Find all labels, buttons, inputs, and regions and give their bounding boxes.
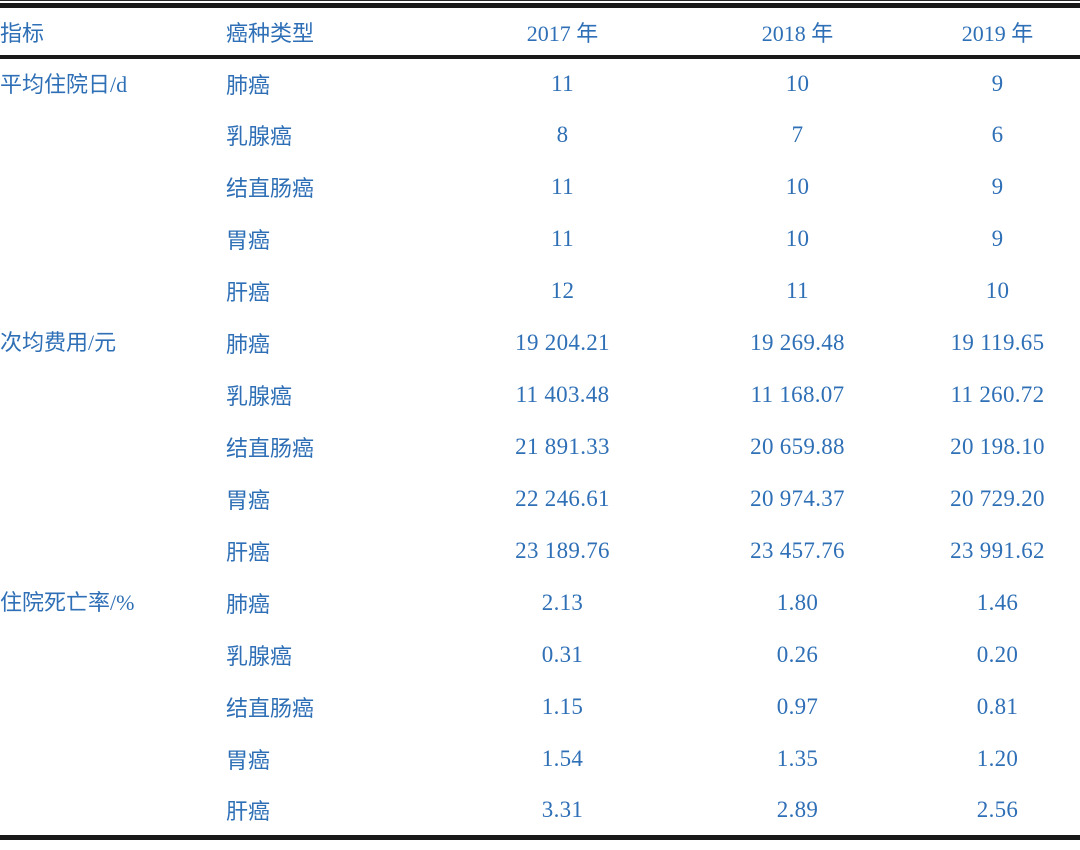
value-2018-cell: 11 168.07 [750,382,845,407]
cancer-type-cell: 肺癌 [226,73,271,98]
cancer-type-cell: 肺癌 [226,592,271,617]
table-row: 结直肠癌 1.15 0.97 0.81 [0,681,1080,733]
value-2017-cell: 8 [556,122,569,147]
value-2018-cell: 20 974.37 [750,486,845,511]
table-row: 胃癌 22 246.61 20 974.37 20 729.20 [0,473,1080,525]
value-2018-cell: 23 457.76 [750,538,845,563]
value-2017-cell: 19 204.21 [515,330,610,355]
value-2019-cell: 6 [991,122,1004,147]
value-2017-cell: 11 [551,71,574,96]
cancer-type-cell: 乳腺癌 [226,384,293,409]
value-2019-cell: 0.81 [976,694,1019,719]
cancer-type-cell: 胃癌 [226,228,271,253]
table-row: 住院死亡率/% 肺癌 2.13 1.80 1.46 [0,577,1080,629]
cancer-type-cell: 肝癌 [226,280,271,305]
indicator-cell: 住院死亡率/% [0,590,135,615]
table-row: 结直肠癌 21 891.33 20 659.88 20 198.10 [0,421,1080,473]
value-2017-cell: 21 891.33 [515,434,610,459]
cancer-type-cell: 肝癌 [226,798,271,824]
value-2018-cell: 1.80 [776,590,819,615]
table-row: 肝癌 3.31 2.89 2.56 [0,785,1080,837]
col-header-2018: 2018 年 [761,20,834,46]
cancer-type-cell: 结直肠癌 [226,436,315,461]
value-2019-cell: 20 198.10 [950,434,1045,459]
table-row: 结直肠癌 11 10 9 [0,161,1080,213]
value-2018-cell: 10 [785,226,810,251]
col-header-indicator: 指标 [0,20,45,46]
value-2019-cell: 2.56 [976,796,1019,822]
value-2017-cell: 2.13 [541,590,584,615]
value-2019-cell: 19 119.65 [950,330,1045,355]
value-2019-cell: 23 991.62 [950,538,1045,563]
table-row: 乳腺癌 11 403.48 11 168.07 11 260.72 [0,369,1080,421]
value-2019-cell: 9 [991,226,1004,251]
col-header-cancer-type: 癌种类型 [226,20,315,46]
value-2019-cell: 11 260.72 [950,382,1045,407]
value-2018-cell: 10 [785,71,810,96]
table-row: 胃癌 11 10 9 [0,213,1080,265]
value-2019-cell: 10 [985,278,1010,303]
value-2018-cell: 20 659.88 [750,434,845,459]
table-row: 平均住院日/d 肺癌 11 10 9 [0,57,1080,109]
value-2019-cell: 1.46 [976,590,1019,615]
col-header-2019: 2019 年 [961,20,1034,46]
indicator-cell: 次均费用/元 [0,330,117,355]
value-2018-cell: 7 [791,122,804,147]
value-2017-cell: 11 [551,174,574,199]
value-2018-cell: 0.26 [776,642,819,667]
value-2017-cell: 23 189.76 [515,538,610,563]
table-row: 肝癌 23 189.76 23 457.76 23 991.62 [0,525,1080,577]
cancer-type-cell: 胃癌 [226,748,271,773]
table-row: 次均费用/元 肺癌 19 204.21 19 269.48 19 119.65 [0,317,1080,369]
value-2018-cell: 0.97 [776,694,819,719]
value-2017-cell: 11 403.48 [515,382,610,407]
cancer-type-cell: 肝癌 [226,540,271,565]
cancer-indicators-table: 指标 癌种类型 2017 年 2018 年 2019 年 平均住院日/d 肺癌 … [0,3,1080,840]
table-row: 乳腺癌 0.31 0.26 0.20 [0,629,1080,681]
value-2018-cell: 2.89 [776,796,819,822]
value-2018-cell: 19 269.48 [750,330,845,355]
value-2017-cell: 1.15 [541,694,584,719]
value-2017-cell: 12 [550,278,575,303]
value-2018-cell: 11 [786,278,809,303]
header-row: 指标 癌种类型 2017 年 2018 年 2019 年 [0,6,1080,57]
table-row: 乳腺癌 8 7 6 [0,109,1080,161]
value-2019-cell: 0.20 [976,642,1019,667]
cancer-type-cell: 结直肠癌 [226,176,315,201]
cancer-type-cell: 乳腺癌 [226,124,293,149]
cancer-type-cell: 肺癌 [226,332,271,357]
table-top-thin-rule [0,0,1080,1]
value-2019-cell: 9 [991,174,1004,199]
value-2017-cell: 1.54 [541,746,584,771]
value-2019-cell: 1.20 [976,746,1019,771]
value-2019-cell: 9 [991,71,1004,96]
value-2018-cell: 1.35 [776,746,819,771]
value-2017-cell: 22 246.61 [515,486,610,511]
table-row: 肝癌 12 11 10 [0,265,1080,317]
value-2017-cell: 3.31 [541,796,584,822]
cancer-type-cell: 乳腺癌 [226,644,293,669]
table-row: 胃癌 1.54 1.35 1.20 [0,733,1080,785]
col-header-2017: 2017 年 [526,20,599,46]
value-2017-cell: 0.31 [541,642,584,667]
value-2017-cell: 11 [551,226,574,251]
cancer-type-cell: 结直肠癌 [226,696,315,721]
cancer-type-cell: 胃癌 [226,488,271,513]
value-2018-cell: 10 [785,174,810,199]
indicator-cell: 平均住院日/d [0,72,128,97]
value-2019-cell: 20 729.20 [950,486,1045,511]
